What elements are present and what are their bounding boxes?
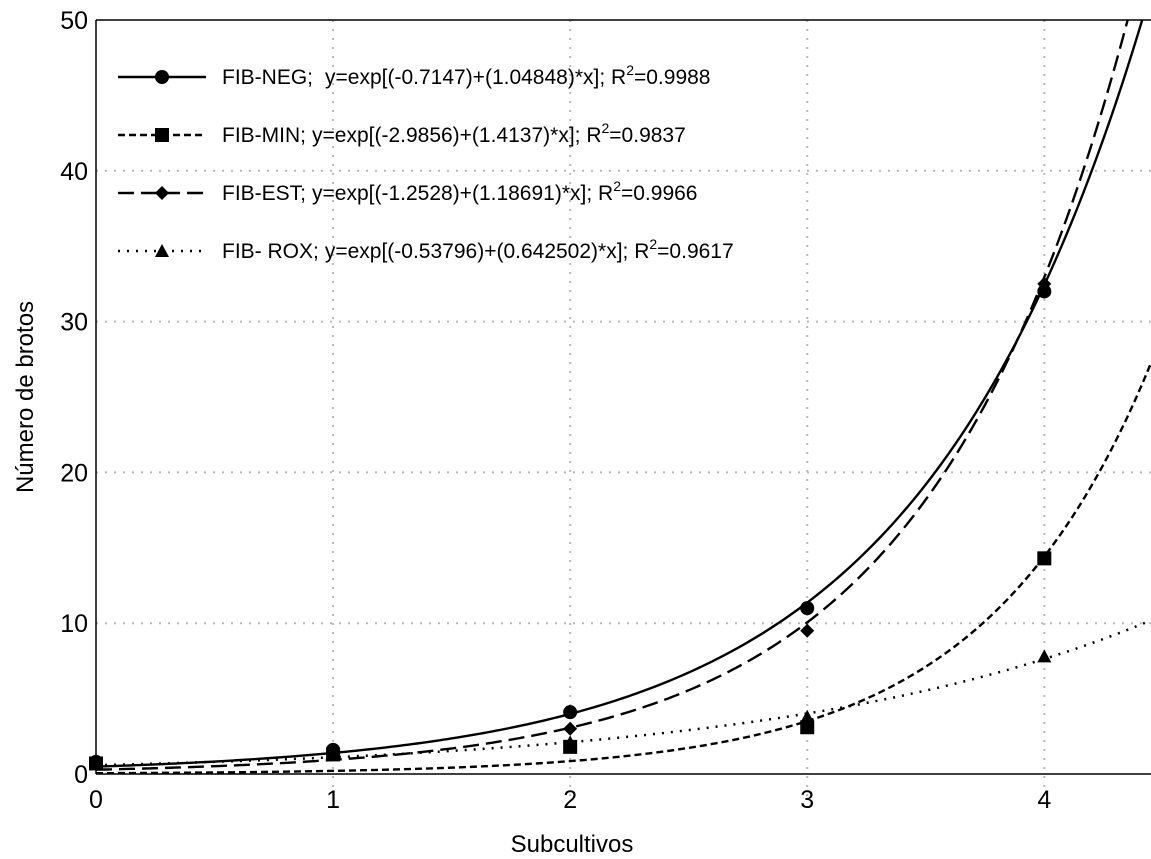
legend-marker-series-0 bbox=[155, 70, 169, 84]
y-tick-label-20: 20 bbox=[60, 459, 88, 487]
legend-equation: y=exp[(-0.7147)+(1.04848)*x]; R bbox=[325, 66, 626, 89]
data-point-series-1-4 bbox=[1037, 551, 1052, 566]
fit-curve-series-2 bbox=[96, 20, 1129, 771]
y-tick-label-50: 50 bbox=[60, 7, 88, 35]
data-point-series-3-1 bbox=[326, 747, 341, 761]
y-tick-label-30: 30 bbox=[60, 309, 88, 337]
legend-marker-series-2 bbox=[155, 186, 169, 200]
legend-superscript: 2 bbox=[613, 178, 621, 194]
data-point-series-3-0 bbox=[89, 756, 103, 770]
legend: FIB-NEG; y=exp[(-0.7147)+(1.04848)*x]; R2… bbox=[118, 62, 734, 263]
y-tick-label-10: 10 bbox=[60, 610, 88, 638]
x-tick-label-2: 2 bbox=[563, 786, 577, 814]
x-tick-label-0: 0 bbox=[89, 786, 103, 814]
legend-equation: y=exp[(-0.53796)+(0.642502)*x]; R bbox=[325, 240, 650, 263]
legend-superscript: 2 bbox=[649, 236, 657, 252]
data-point-series-2-4 bbox=[1037, 276, 1052, 291]
legend-series-name: FIB-NEG; bbox=[222, 66, 313, 89]
legend-marker-series-1 bbox=[155, 128, 169, 142]
legend-marker-series-3 bbox=[155, 244, 169, 257]
legend-equation: y=exp[(-2.9856)+(1.4137)*x]; R bbox=[312, 124, 602, 147]
data-point-series-0-2 bbox=[563, 705, 578, 720]
x-axis-title: Subcultivos bbox=[511, 831, 634, 858]
fit-curve-series-3 bbox=[96, 619, 1151, 767]
data-point-series-0-3 bbox=[800, 601, 815, 616]
data-point-series-0-4 bbox=[1037, 284, 1052, 299]
data-point-series-3-3 bbox=[800, 709, 815, 723]
y-tick-label-40: 40 bbox=[60, 158, 88, 186]
x-tick-label-3: 3 bbox=[800, 786, 814, 814]
fit-curve-series-1 bbox=[96, 362, 1151, 774]
data-point-series-3-2 bbox=[563, 735, 578, 749]
grid bbox=[96, 20, 1151, 800]
data-points bbox=[89, 276, 1052, 771]
legend-r2-value: =0.9966 bbox=[621, 182, 698, 205]
data-point-series-1-3 bbox=[800, 720, 815, 735]
y-tick-label-0: 0 bbox=[74, 761, 88, 789]
legend-series-name: FIB- ROX; bbox=[222, 240, 319, 263]
legend-r2-value: =0.9837 bbox=[609, 124, 686, 147]
legend-label-series-1: FIB-MIN; y=exp[(-2.9856)+(1.4137)*x]; R2=… bbox=[222, 120, 686, 147]
y-axis-title: Número de brotos bbox=[12, 301, 39, 493]
legend-r2-value: =0.9617 bbox=[657, 240, 734, 263]
data-point-series-3-4 bbox=[1037, 649, 1052, 663]
legend-series-name: FIB-EST; bbox=[222, 182, 306, 205]
legend-label-series-3: FIB- ROX; y=exp[(-0.53796)+(0.642502)*x];… bbox=[222, 236, 734, 263]
fit-curves bbox=[96, 20, 1151, 774]
legend-label-series-0: FIB-NEG; y=exp[(-0.7147)+(1.04848)*x]; R2… bbox=[222, 62, 710, 89]
legend-r2-value: =0.9988 bbox=[634, 66, 711, 89]
legend-label-series-2: FIB-EST; y=exp[(-1.2528)+(1.18691)*x]; R2… bbox=[222, 178, 697, 205]
legend-series-name: FIB-MIN; bbox=[222, 124, 306, 147]
x-tick-label-4: 4 bbox=[1037, 786, 1051, 814]
fit-curve-series-0 bbox=[96, 20, 1144, 768]
data-point-series-2-3 bbox=[800, 623, 815, 638]
x-tick-label-1: 1 bbox=[326, 786, 340, 814]
legend-superscript: 2 bbox=[602, 120, 610, 136]
legend-equation: y=exp[(-1.2528)+(1.18691)*x]; R bbox=[312, 182, 613, 205]
legend-superscript: 2 bbox=[626, 62, 634, 78]
data-point-series-2-2 bbox=[563, 721, 578, 736]
axes bbox=[95, 19, 1151, 775]
